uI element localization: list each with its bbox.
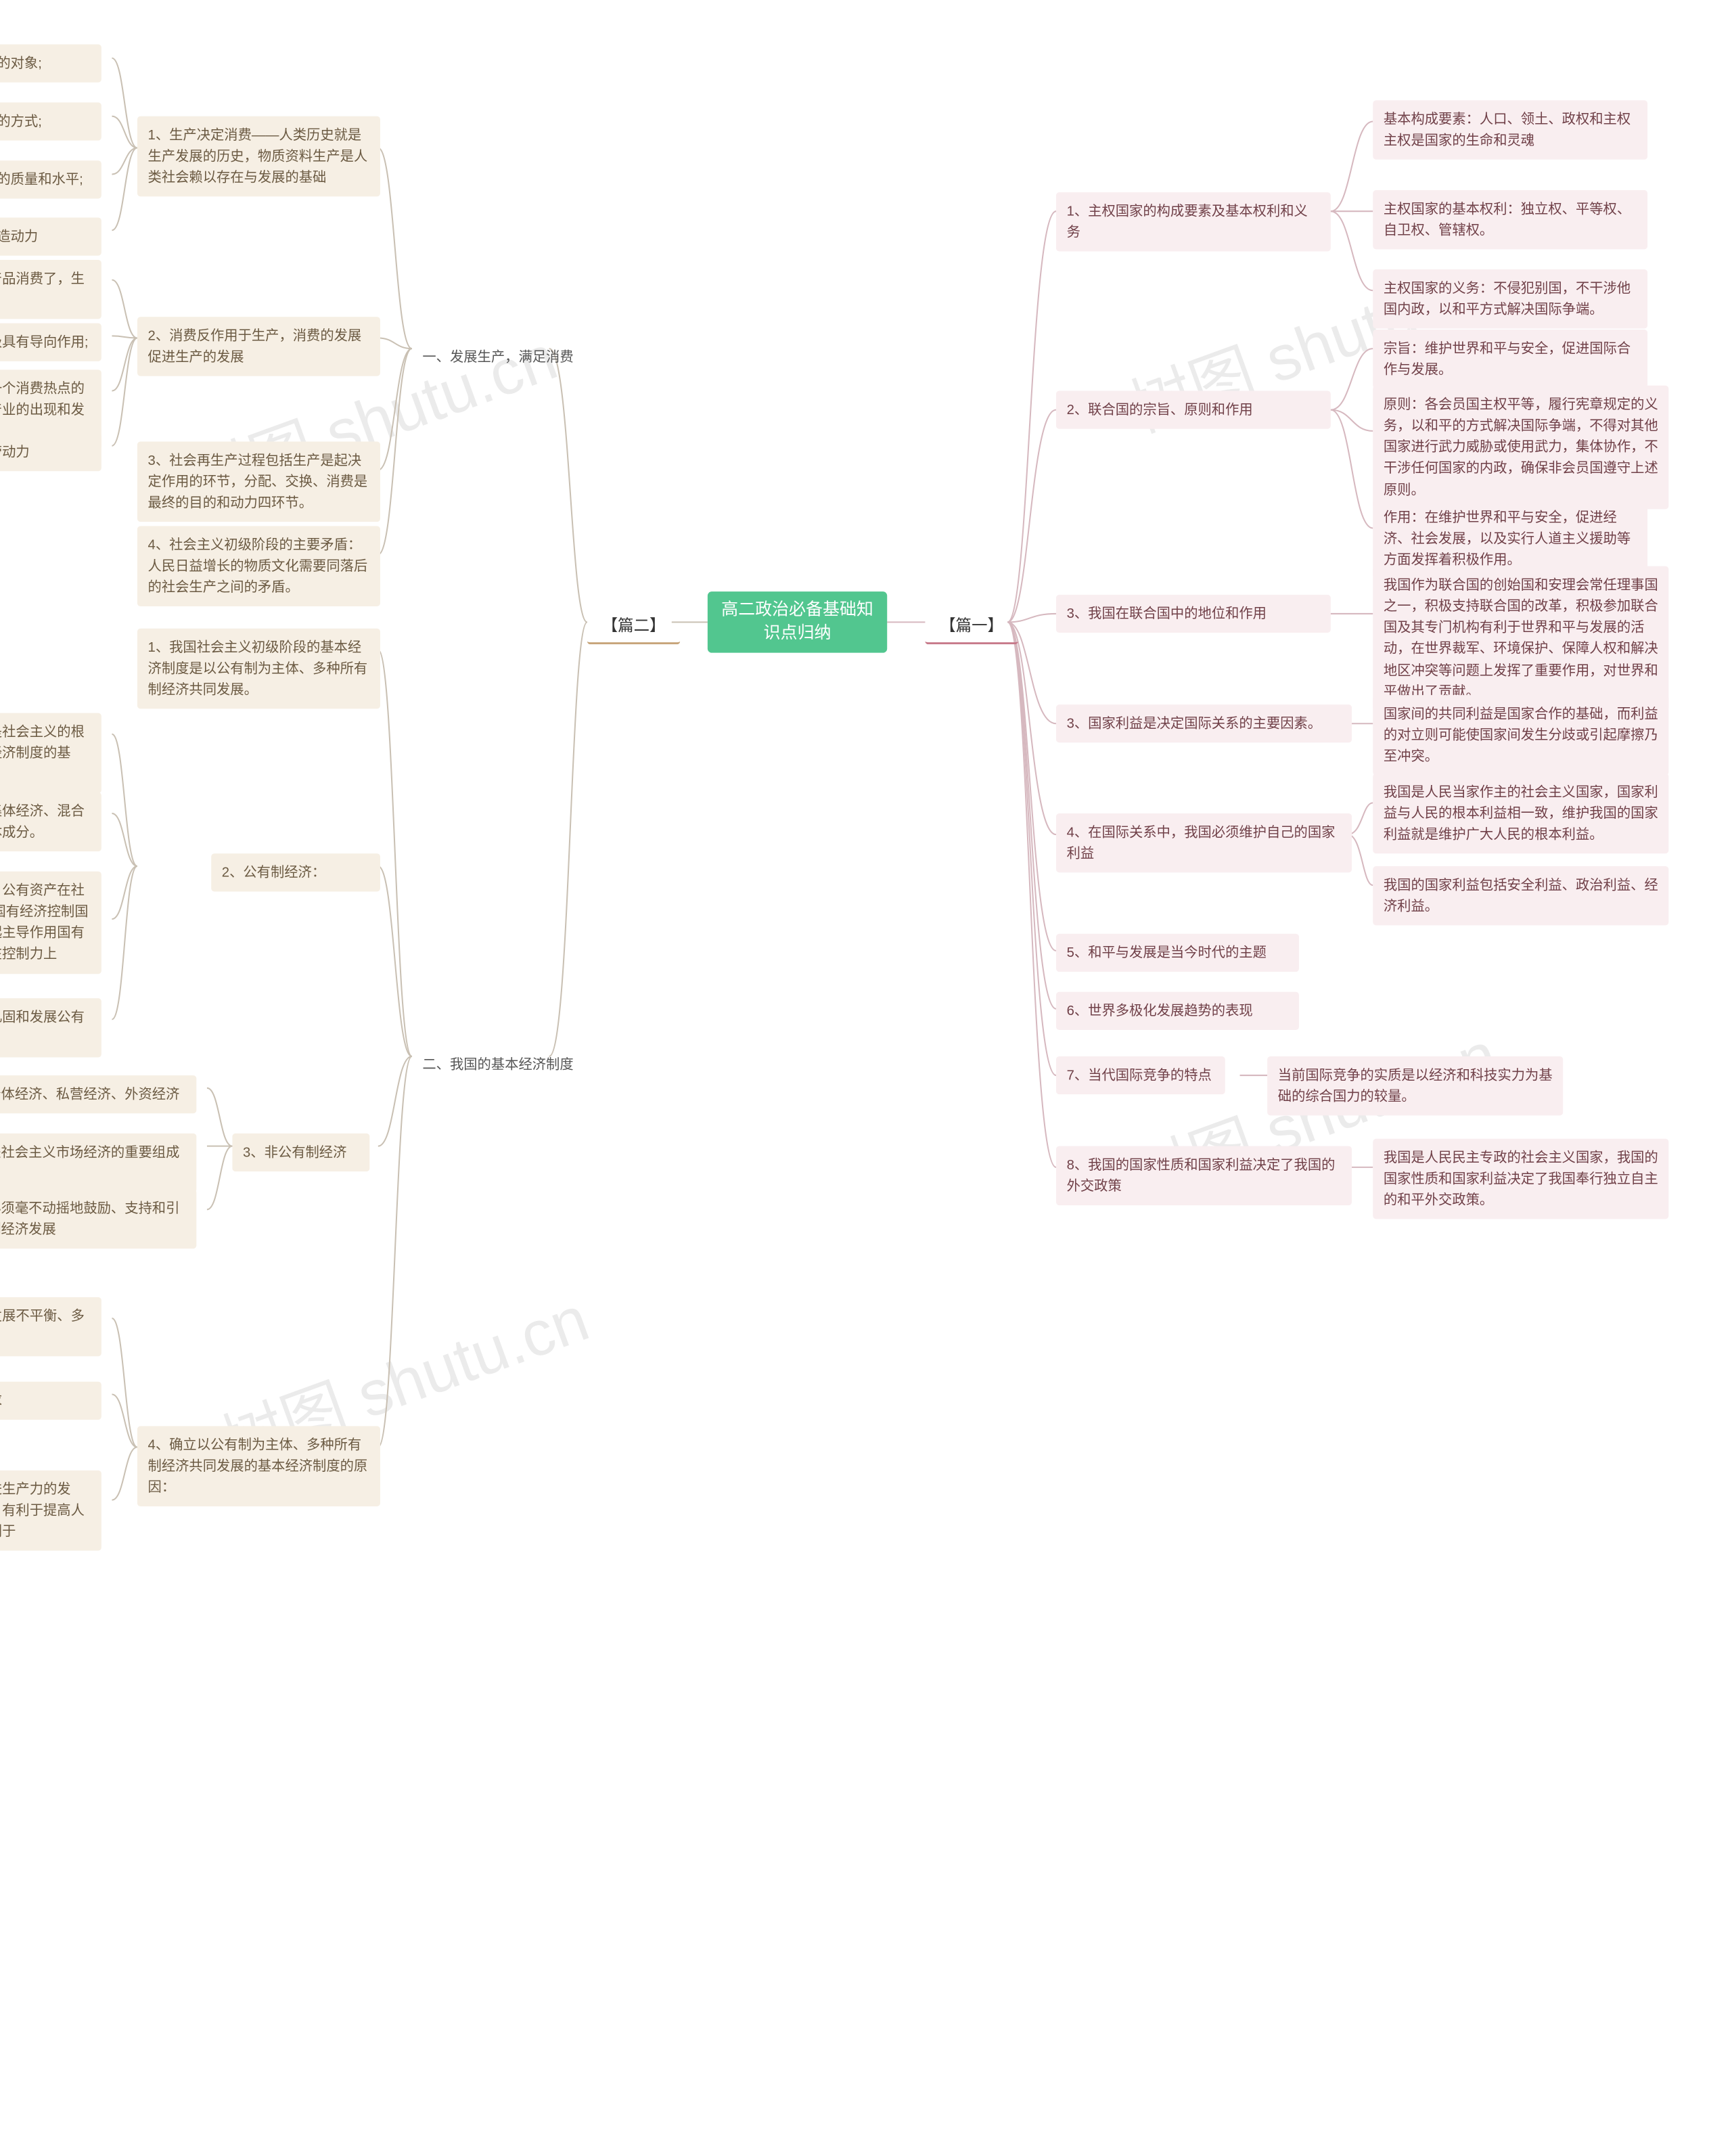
node-l1-b2: 2、消费反作用于生产，消费的发展促进生产的发展 (137, 317, 380, 376)
node-r1: 1、主权国家的构成要素及基本权利和义务 (1056, 192, 1331, 252)
node-r5-c1: 我国是人民当家作主的社会主义国家，国家利益与人民的根本利益相一致，维护我国的国家… (1373, 773, 1668, 854)
node-r8: 7、当代国际竞争的特点 (1056, 1056, 1225, 1094)
node-l1-b1-c4: ④生产为消费创造动力 (0, 218, 101, 256)
node-l2-b4-c3: ③实践证明，它有利于促进生产力的发展、有利于增强综合国力、有利于提高人民的生活水… (0, 1470, 101, 1551)
node-l1-b1-c3: ③生产决定消费的质量和水平; (0, 160, 101, 198)
node-l2-b2: 2、公有制经济： (211, 853, 380, 891)
node-l1-b2-c1: ①消费是生产的目的——产品消费了，生产过程才算最终完成; (0, 260, 101, 319)
node-r1-c3: 主权国家的义务：不侵犯别国，不干涉他国内政，以和平方式解决国际争端。 (1373, 269, 1647, 329)
mindmap-root: 高二政治必备基础知识点归纳 (708, 591, 887, 653)
node-l1-b4: 4、社会主义初级阶段的主要矛盾：人民日益增长的物质文化需要同落后的社会生产之间的… (137, 526, 380, 606)
node-r4: 3、国家利益是决定国际关系的主要因素。 (1056, 704, 1352, 742)
node-r4-c1: 国家间的共同利益是国家合作的基础，而利益的对立则可能使国家间发生分歧或引起摩擦乃… (1373, 695, 1668, 776)
node-r2: 2、联合国的宗旨、原则和作用 (1056, 391, 1331, 429)
node-l1-b1-c2: ②生产决定消费的方式; (0, 102, 101, 140)
node-l2-b3-c2: ②地位：是社会主义市场经济的重要组成部分 (0, 1133, 196, 1193)
node-l2: 二、我国的基本经济制度 (412, 1046, 584, 1083)
node-r7: 6、世界多极化发展趋势的表现 (1056, 992, 1299, 1030)
node-r2-c1: 宗旨：维护世界和平与安全，促进国际合作与发展。 (1373, 330, 1647, 389)
node-l1-b1-c1: ①生产决定消费的对象; (0, 45, 101, 83)
node-r9-c1: 我国是人民民主专政的社会主义国家，我国的国家性质和国家利益决定了我国奉行独立自主… (1373, 1139, 1668, 1219)
node-r5: 4、在国际关系中，我国必须维护自己的国家利益 (1056, 813, 1352, 873)
node-l1-b2-c4: ④消费为生产创造出新的劳动力 (0, 433, 101, 471)
section-left: 【篇二】 (587, 608, 680, 645)
node-r9: 8、我国的国家性质和国家利益决定了我国的外交政策 (1056, 1146, 1352, 1206)
node-r1-c2: 主权国家的基本权利：独立权、平等权、自卫权、管辖权。 (1373, 190, 1647, 250)
node-l2-b3: 3、非公有制经济 (232, 1133, 369, 1171)
node-l1: 一、发展生产，满足消费 (412, 338, 584, 376)
node-l2-b4-c1: ①适合我国现阶段生产力发展不平衡、多层次的状况 (0, 1297, 101, 1357)
node-l1-b3: 3、社会再生产过程包括生产是起决定作用的环节，分配、交换、消费是最终的目的和动力… (137, 441, 380, 522)
node-r2-c2: 原则：各会员国主权平等，履行宪章规定的义务，以和平的方式解决国际争端，不得对其他… (1373, 386, 1668, 509)
node-r1-c1: 基本构成要素：人口、领土、政权和主权主权是国家的生命和灵魂 (1373, 100, 1647, 160)
node-r8-c1: 当前国际竞争的实质是以经济和科技实力为基础的综合国力的较量。 (1267, 1056, 1563, 1116)
node-l2-b2-c4: ⑤态度：必须毫不动摇的巩固和发展公有制经济。 (0, 998, 101, 1058)
section-right: 【篇一】 (925, 608, 1018, 645)
node-l2-b2-c2: ②内容：包括国有经济、集体经济、混合所有制中的国有成分和集体成分。 (0, 792, 101, 852)
node-l2-b2-c3: ④主体地位的表现：第一，公有资产在社会总资产中占优势;第二，国有经济控制国家经济… (0, 872, 101, 974)
node-l1-b1: 1、生产决定消费——人类历史就是生产发展的历史，物质资料生产是人类社会赖以存在与… (137, 116, 380, 197)
node-l2-b2-c1: ①地位：生产资料公有制是社会主义的根本经济特征，是社会主义经济制度的基础。 (0, 713, 101, 794)
node-r3: 3、我国在联合国中的地位和作用 (1056, 595, 1331, 633)
node-r5-c2: 我国的国家利益包括安全利益、政治利益、经济利益。 (1373, 866, 1668, 926)
node-r3-c1: 我国作为联合国的创始国和安理会常任理事国之一，积极支持联合国的改革，积极参加联合… (1373, 566, 1668, 711)
node-l2-b3-c3: ③态度：必须毫不动摇地鼓励、支持和引导非公有制经济发展 (0, 1190, 196, 1249)
node-l2-b3-c1: ①内容：个体经济、私营经济、外资经济 (0, 1075, 196, 1113)
node-l2-b4: 4、确立以公有制为主体、多种所有制经济共同发展的基本经济制度的原因： (137, 1426, 380, 1506)
node-l2-b4-c2: ②符合社会主义的本质要求 (0, 1382, 101, 1420)
node-l1-b2-c2: ②消费对生产的调整和升级具有导向作用; (0, 323, 101, 361)
node-l2-b1: 1、我国社会主义初级阶段的基本经济制度是以公有制为主体、多种所有制经济共同发展。 (137, 629, 380, 709)
node-r6: 5、和平与发展是当今时代的主题 (1056, 934, 1299, 972)
